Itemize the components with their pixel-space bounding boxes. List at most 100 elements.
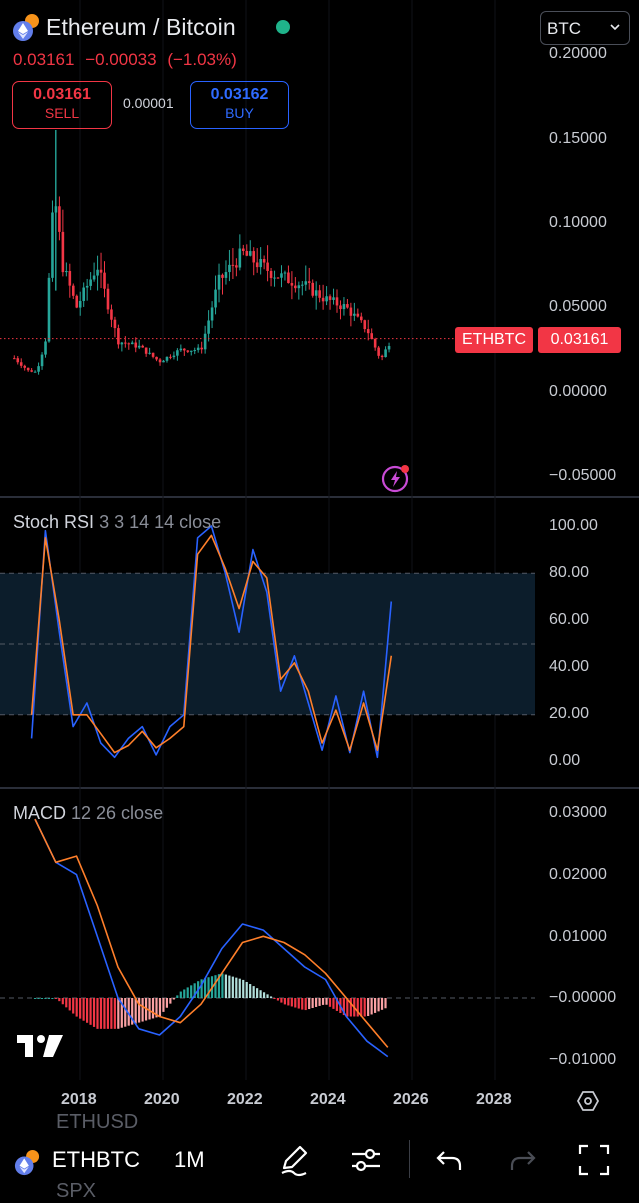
- candle-body: [96, 269, 99, 276]
- rsi-axis-label: 40.00: [549, 658, 590, 675]
- price-axis-label: 0.00000: [549, 383, 607, 400]
- candle-body: [363, 320, 367, 330]
- candle-body: [255, 262, 259, 268]
- candle-body: [349, 307, 353, 316]
- macd-histogram-bar: [280, 998, 283, 1003]
- candle-body: [328, 296, 332, 300]
- macd-histogram-bar: [325, 998, 328, 1005]
- adjacent-symbol-above[interactable]: ETHUSD: [56, 1111, 139, 1133]
- candle-body: [356, 313, 360, 317]
- macd-histogram-bar: [332, 998, 335, 1009]
- macd-histogram-bar: [224, 974, 227, 998]
- symbol-switcher[interactable]: ETHBTC: [52, 1147, 140, 1172]
- symbol-price-tag: ETHBTC: [455, 327, 533, 353]
- candle-body: [346, 304, 349, 308]
- macd-histogram-bar: [377, 998, 380, 1012]
- macd-histogram-bar: [384, 998, 387, 1009]
- market-status-icon[interactable]: [276, 20, 290, 34]
- candle-body: [207, 320, 210, 334]
- sell-price: 0.03161: [33, 86, 91, 103]
- candle-body: [130, 342, 134, 345]
- indicators-sliders-icon[interactable]: [348, 1142, 384, 1178]
- candle-body: [353, 313, 356, 316]
- chart-settings-icon[interactable]: [576, 1089, 600, 1113]
- macd-histogram-bar: [262, 992, 266, 998]
- candle-body: [224, 272, 228, 278]
- rsi-axis-label: 80.00: [549, 564, 590, 581]
- macd-axis-label: 0.02000: [549, 866, 607, 883]
- candle-body: [169, 356, 172, 358]
- candle-body: [124, 342, 127, 344]
- candle-body: [85, 285, 89, 288]
- macd-histogram-bar: [120, 998, 123, 1028]
- macd-histogram-bar: [294, 998, 297, 1008]
- last-price: 0.03161: [13, 50, 75, 69]
- time-axis-label: 2022: [227, 1091, 263, 1108]
- ethereum-logo-icon: [14, 1150, 40, 1176]
- candle-body: [113, 319, 117, 329]
- price-summary: 0.03161 −0.00033 (−1.03%): [13, 50, 243, 70]
- macd-histogram-bar: [311, 998, 314, 1009]
- macd-histogram-bar: [242, 979, 245, 998]
- macd-histogram-bar: [249, 984, 252, 998]
- candle-body: [148, 352, 151, 354]
- buy-price: 0.03162: [210, 86, 269, 103]
- candle-body: [58, 206, 61, 232]
- candle-body: [71, 285, 75, 296]
- candle-body: [387, 346, 391, 350]
- candle-body: [221, 274, 224, 278]
- candle-body: [110, 309, 113, 320]
- drawing-pencil-icon[interactable]: [276, 1142, 312, 1178]
- macd-histogram-bar: [82, 998, 85, 1021]
- macd-histogram-bar: [342, 998, 345, 1016]
- candle-body: [151, 352, 155, 357]
- undo-icon[interactable]: [432, 1142, 468, 1178]
- macd-histogram-bar: [138, 998, 141, 1023]
- lightning-alert-icon[interactable]: [380, 462, 412, 494]
- spread-value: 0.00001: [123, 95, 174, 111]
- candle-body: [47, 277, 51, 342]
- candle-body: [262, 259, 266, 263]
- redo-icon[interactable]: [504, 1142, 540, 1178]
- currency-select[interactable]: BTC: [540, 11, 630, 45]
- candle-body: [203, 333, 207, 350]
- macd-histogram-bar: [301, 998, 304, 1010]
- candle-body: [200, 347, 203, 350]
- candle-body: [89, 279, 92, 286]
- fullscreen-icon[interactable]: [576, 1142, 612, 1178]
- candle-body: [117, 328, 120, 345]
- adjacent-symbol-below[interactable]: SPX: [56, 1180, 97, 1202]
- symbol-title[interactable]: Ethereum / Bitcoin: [46, 14, 236, 40]
- rsi-axis-label: 60.00: [549, 611, 590, 628]
- macd-params: 12 26 close: [71, 803, 164, 823]
- timeframe-button[interactable]: 1M: [174, 1147, 205, 1172]
- macd-histogram-bar: [33, 998, 37, 999]
- candle-body: [189, 350, 193, 352]
- macd-histogram-bar: [304, 998, 307, 1011]
- macd-histogram-bar: [151, 998, 155, 1019]
- macd-legend[interactable]: MACD 12 26 close: [13, 803, 163, 824]
- candle-body: [127, 343, 131, 345]
- macd-axis-label: 0.03000: [549, 804, 607, 821]
- macd-histogram-bar: [110, 998, 113, 1029]
- rsi-axis-label: 20.00: [549, 705, 590, 722]
- price-axis-label: −0.05000: [549, 467, 617, 484]
- macd-histogram-bar: [252, 986, 255, 998]
- candle-body: [183, 348, 186, 351]
- stoch-rsi-legend[interactable]: Stoch RSI 3 3 14 14 close: [13, 512, 221, 533]
- sell-button[interactable]: 0.03161 SELL: [12, 81, 112, 129]
- candle-body: [359, 316, 363, 321]
- buy-button[interactable]: 0.03162 BUY: [190, 81, 289, 129]
- tradingview-logo-icon: [17, 1035, 63, 1057]
- macd-histogram-bar: [370, 998, 373, 1015]
- macd-histogram-bar: [44, 998, 47, 999]
- macd-histogram-bar: [155, 998, 158, 1018]
- candle-body: [210, 307, 214, 321]
- macd-histogram-bar: [290, 998, 293, 1007]
- rsi-axis-label: 100.00: [549, 517, 598, 534]
- candle-body: [294, 285, 297, 289]
- candle-body: [380, 355, 384, 358]
- stoch-rsi-params: 3 3 14 14 close: [99, 512, 222, 532]
- macd-histogram-bar: [356, 998, 359, 1017]
